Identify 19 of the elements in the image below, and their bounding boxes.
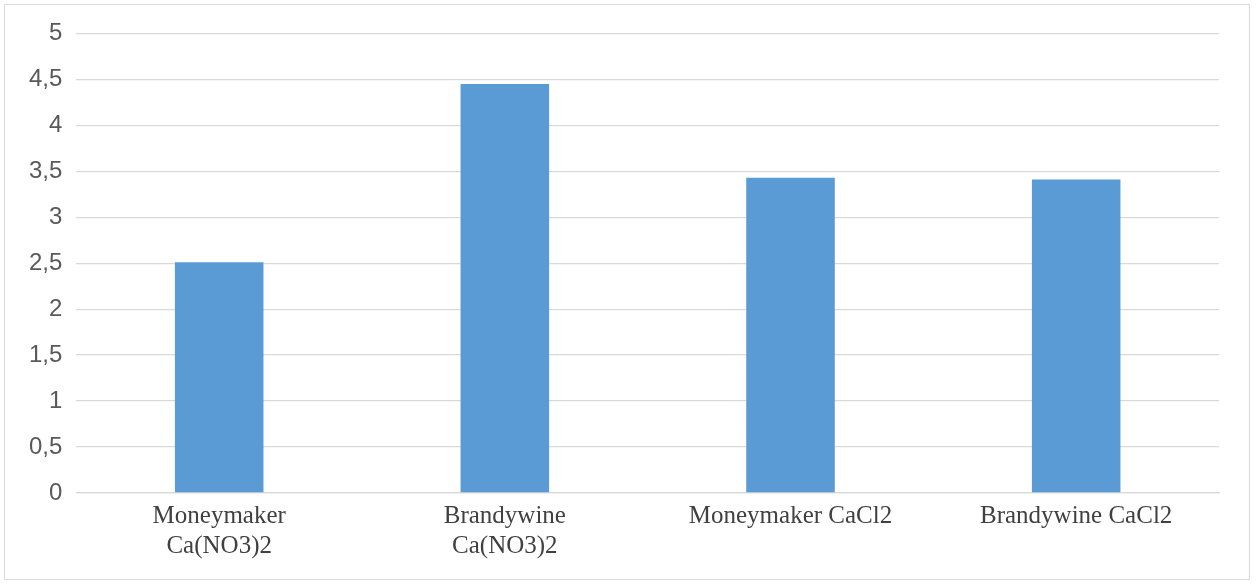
y-tick-label: 5	[49, 18, 63, 46]
y-tick-label: 4	[49, 109, 63, 137]
x-tick-label: Brandywine CaCl2	[980, 500, 1173, 528]
bar	[174, 262, 264, 493]
y-tick-label: 0	[49, 477, 63, 505]
x-tick-label: Moneymaker Ca(NO3)2	[152, 500, 287, 559]
x-tick-label: Brandywine Ca(NO3)2	[443, 500, 566, 559]
y-tick-label: 0,5	[28, 431, 63, 459]
y-tick-label: 4,5	[28, 63, 63, 91]
y-tick-label: 1	[49, 385, 63, 413]
y-tick-label: 3,5	[28, 155, 63, 183]
bar	[1031, 179, 1121, 493]
bar	[460, 83, 550, 493]
x-tick-label: Moneymaker CaCl2	[688, 500, 893, 528]
y-tick-label: 1,5	[28, 339, 63, 367]
y-tick-label: 2	[49, 293, 63, 321]
y-tick-label: 2,5	[28, 247, 63, 275]
bar	[746, 177, 835, 493]
y-tick-label: 3	[49, 201, 63, 229]
